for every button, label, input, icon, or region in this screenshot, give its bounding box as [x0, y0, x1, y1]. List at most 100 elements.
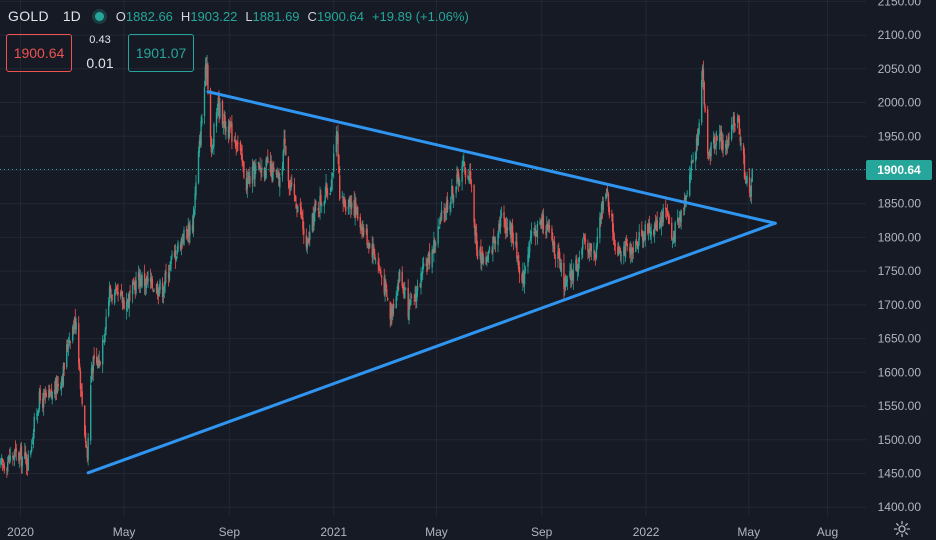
candle	[643, 231, 646, 242]
candle	[680, 209, 682, 230]
candle-body	[440, 210, 443, 220]
candle-body	[0, 458, 2, 465]
candle	[44, 386, 47, 404]
candle-body	[656, 220, 658, 231]
candle-body	[434, 243, 437, 246]
candle	[253, 159, 255, 187]
candle	[123, 297, 125, 310]
candle-body	[261, 167, 263, 171]
candle-body	[558, 249, 560, 254]
candle-body	[479, 248, 481, 256]
candle-body	[56, 383, 59, 393]
candle	[276, 167, 278, 178]
time-axis: 2020 May Sep 2021 May Sep 2022 May Aug	[7, 525, 838, 539]
candle-body	[673, 235, 676, 242]
candle	[570, 264, 572, 289]
candle-body	[289, 186, 291, 188]
candle-body	[174, 249, 177, 260]
lot-size-value[interactable]: 0.01	[86, 55, 114, 71]
interval-label[interactable]: 1D	[62, 8, 81, 24]
candle	[613, 232, 616, 251]
candle-body	[600, 215, 602, 219]
candle	[169, 261, 171, 272]
candle	[457, 167, 459, 183]
candle-body	[205, 63, 207, 77]
candle-body	[437, 226, 439, 244]
candle-body	[275, 170, 278, 175]
candle-body	[349, 198, 351, 205]
candle-body	[209, 89, 212, 138]
candle-body	[187, 224, 189, 237]
candle-body	[290, 182, 292, 190]
candle-body	[168, 271, 171, 281]
candle	[473, 183, 475, 228]
candle-body	[313, 213, 315, 226]
candle	[655, 216, 658, 232]
symbol-name[interactable]: GOLD	[8, 8, 49, 24]
candle-body	[542, 215, 545, 230]
candle	[689, 166, 691, 198]
price-tick-label: 1800.00	[878, 230, 922, 244]
candle-body	[161, 282, 164, 298]
candle-body	[379, 269, 381, 271]
candle-body	[311, 213, 314, 232]
candle	[384, 274, 386, 302]
candle	[201, 113, 203, 127]
candle	[444, 207, 446, 223]
candle	[499, 216, 501, 232]
candle	[431, 245, 433, 274]
candle-body	[487, 250, 490, 255]
candle	[32, 429, 35, 449]
candle	[156, 280, 159, 300]
candle-body	[695, 152, 697, 162]
candle	[243, 161, 245, 180]
candle	[180, 236, 183, 256]
candle-body	[728, 137, 730, 139]
candle-body	[690, 160, 693, 172]
candle	[223, 110, 225, 128]
candle	[54, 381, 56, 399]
candle	[716, 135, 718, 142]
candle-body	[419, 283, 421, 287]
candle	[499, 209, 502, 235]
candle-body	[582, 236, 585, 239]
candle	[356, 205, 359, 221]
candle	[212, 139, 214, 149]
candle-body	[353, 200, 355, 216]
candle-body	[718, 133, 721, 143]
candle-body	[486, 258, 488, 263]
gear-icon[interactable]	[893, 520, 911, 538]
candle	[109, 284, 112, 299]
candle-body	[528, 242, 531, 253]
candle	[612, 223, 615, 245]
candle	[13, 448, 16, 467]
candle	[624, 237, 627, 262]
candle-body	[638, 232, 640, 240]
candle-body	[750, 185, 753, 197]
candle-body	[439, 219, 441, 225]
candle	[192, 206, 195, 237]
candle-body	[315, 201, 317, 206]
candle-body	[216, 107, 219, 110]
candle-body	[338, 155, 340, 173]
candle	[503, 205, 505, 228]
candle-body	[30, 446, 33, 452]
candle-body	[570, 273, 572, 281]
candle-body	[449, 205, 451, 209]
candle	[552, 239, 555, 253]
candle-body	[252, 163, 254, 165]
candle	[30, 450, 32, 458]
candle-body	[505, 225, 508, 234]
candle-body	[498, 223, 500, 234]
candle-body	[195, 182, 197, 196]
candle-body	[191, 224, 194, 231]
candle	[504, 217, 506, 234]
candle-body	[667, 215, 670, 218]
buy-button[interactable]: 1901.07	[128, 34, 194, 72]
candle	[737, 114, 740, 123]
sell-button[interactable]: 1900.64	[6, 34, 72, 72]
candle	[345, 199, 347, 215]
candle	[491, 245, 493, 255]
candle	[87, 432, 89, 466]
